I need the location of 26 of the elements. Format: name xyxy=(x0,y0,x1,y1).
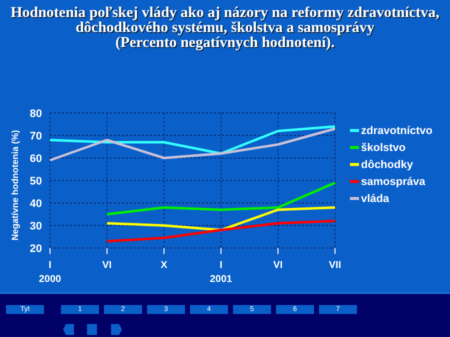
line-series xyxy=(48,128,336,162)
line-series xyxy=(106,182,336,216)
legend-label: vláda xyxy=(361,192,390,204)
x-tick-label: X xyxy=(160,260,168,271)
chart-title: Hodnotenia poľskej vlády ako aj názory na reformy zdravotníctva, dôchodkového systému, školstva a samosprávy xyxy=(10,5,440,36)
y-tick-label: 30 xyxy=(30,220,42,232)
legend-label: samospráva xyxy=(361,176,426,188)
legend-label: zdravotníctvo xyxy=(361,124,433,136)
y-tick-label: 80 xyxy=(30,108,42,120)
y-tick-label: 70 xyxy=(30,130,42,142)
line-series xyxy=(106,220,336,242)
line-series xyxy=(106,206,336,232)
chart-subtitle: (Percento negatívnych hodnotení). xyxy=(114,35,335,51)
x-tick-label: I 2000 xyxy=(38,260,62,285)
legend-label: dôchodky xyxy=(361,158,413,170)
x-tick-label: I 2001 xyxy=(210,260,233,285)
x-tick-label: VI xyxy=(273,260,283,271)
y-axis-title: Negatívne hodnotenia (%) xyxy=(10,130,20,240)
x-tick-label: VI xyxy=(102,260,112,271)
y-tick-label: 20 xyxy=(30,242,42,255)
legend-label: školstvo xyxy=(361,142,406,154)
x-tick-label: VII xyxy=(328,260,342,271)
line-series xyxy=(48,125,336,155)
y-tick-label: 60 xyxy=(30,152,42,165)
y-tick-label: 40 xyxy=(30,198,42,210)
y-tick-label: 50 xyxy=(30,175,42,188)
